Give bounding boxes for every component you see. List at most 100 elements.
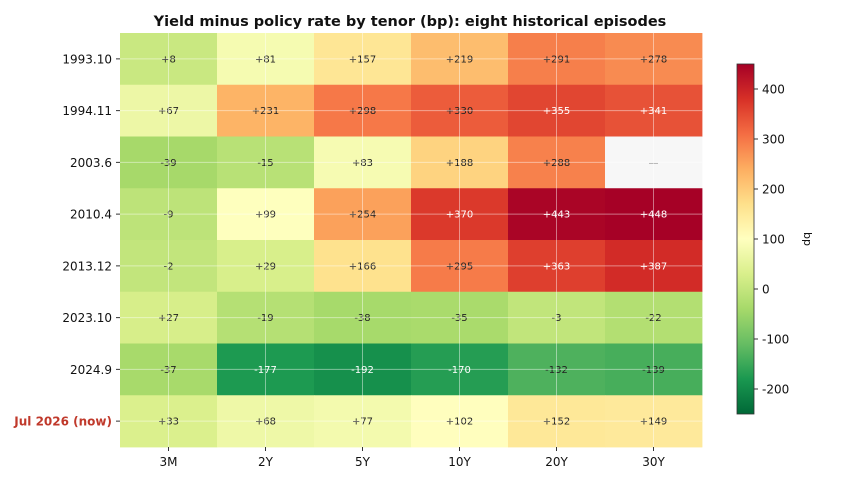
- colorbar-label: bp: [801, 232, 814, 246]
- cell-value-label: +29: [255, 261, 276, 272]
- colorbar-tick-label: 200: [762, 183, 785, 197]
- y-tick-label-highlight: Jul 2026 (now): [13, 415, 112, 429]
- cell-value-label: -132: [545, 365, 568, 376]
- heatmap-cell: [120, 395, 218, 448]
- chart-title: Yield minus policy rate by tenor (bp): e…: [153, 14, 667, 30]
- cell-value-label: +370: [446, 210, 473, 221]
- colorbar-tick-label: 400: [762, 83, 785, 97]
- cell-value-label: -170: [448, 365, 471, 376]
- heatmap-cell: [120, 188, 218, 241]
- cell-value-label: -19: [257, 313, 273, 324]
- x-tick-label: 3M: [160, 455, 178, 469]
- cell-value-label: +77: [352, 417, 373, 428]
- y-tick-label: 2023.10: [62, 311, 112, 325]
- y-tick-label: 2003.6: [70, 156, 112, 170]
- cell-value-label: +295: [446, 261, 473, 272]
- cell-value-label: -22: [645, 313, 661, 324]
- heatmap-cell: [605, 136, 703, 189]
- heatmap-cell: [217, 84, 315, 137]
- heatmap-cell: [120, 136, 218, 189]
- cell-value-label: +291: [543, 54, 570, 65]
- y-tick-label: 1994.11: [62, 104, 112, 118]
- cell-value-label: -38: [354, 313, 370, 324]
- cell-value-label: +8: [161, 54, 176, 65]
- heatmap-cell: [120, 33, 218, 86]
- cell-value-label: -39: [160, 158, 176, 169]
- cell-value-label: +68: [255, 417, 276, 428]
- heatmap-cell: [508, 84, 606, 137]
- cell-value-label: -192: [351, 365, 374, 376]
- heatmap-cell: [508, 33, 606, 86]
- cell-value-label: —: [649, 158, 659, 169]
- heatmap-cell: [411, 240, 509, 293]
- heatmap-cell: [605, 240, 703, 293]
- cell-value-label: +188: [446, 158, 473, 169]
- y-tick-label: 2013.12: [62, 259, 112, 273]
- heatmap-cell: [314, 188, 412, 241]
- x-tick-label: 30Y: [642, 455, 665, 469]
- y-tick-label: 1993.10: [62, 52, 112, 66]
- heatmap-cell: [217, 291, 315, 344]
- heatmap-cell: [411, 291, 509, 344]
- cell-value-label: -37: [160, 365, 176, 376]
- cell-value-label: +149: [640, 417, 667, 428]
- y-tick-label: 2024.9: [70, 363, 112, 377]
- colorbar-tick-label: -200: [762, 383, 789, 397]
- cell-value-label: +33: [158, 417, 179, 428]
- cell-value-label: -139: [642, 365, 665, 376]
- heatmap-cells: +8 +81 +157 +219 +291 +278 +67 +231 +298 +330 +355…: [120, 33, 703, 448]
- x-tick-label: 20Y: [545, 455, 568, 469]
- heatmap-cell: [120, 84, 218, 137]
- cell-value-label: +99: [255, 210, 276, 221]
- heatmap-cell: [314, 33, 412, 86]
- cell-value-label: +288: [543, 158, 570, 169]
- cell-value-label: +387: [640, 261, 667, 272]
- heatmap-cell: [217, 33, 315, 86]
- heatmap-cell: [411, 395, 509, 448]
- heatmap-cell: [508, 395, 606, 448]
- y-axis: 1993.10 1994.11 2003.6 2010.4 2013.12 2023.10…: [13, 52, 120, 429]
- cell-value-label: -3: [552, 313, 562, 324]
- cell-value-label: +166: [349, 261, 376, 272]
- heatmap-cell: [605, 395, 703, 448]
- heatmap-cell: [605, 33, 703, 86]
- heatmap-cell: [605, 84, 703, 137]
- heatmap-cell: [411, 136, 509, 189]
- cell-value-label: -9: [164, 210, 174, 221]
- colorbar-tick-label: 0: [762, 283, 770, 297]
- cell-value-label: +219: [446, 54, 473, 65]
- cell-value-label: +278: [640, 54, 667, 65]
- heatmap-cell: [314, 291, 412, 344]
- cell-value-label: -2: [164, 261, 174, 272]
- cell-value-label: +102: [446, 417, 473, 428]
- heatmap-cell: [508, 136, 606, 189]
- cell-value-label: +298: [349, 106, 376, 117]
- heatmap-cell: [217, 188, 315, 241]
- heatmap-cell: [605, 291, 703, 344]
- heatmap-cell: [314, 136, 412, 189]
- cell-value-label: +152: [543, 417, 570, 428]
- heatmap-cell: [120, 291, 218, 344]
- heatmap-cell: [217, 136, 315, 189]
- heatmap-cell: [508, 291, 606, 344]
- heatmap-cell: [217, 395, 315, 448]
- heatmap-cell: [217, 343, 315, 396]
- colorbar-gradient: [736, 63, 755, 415]
- cell-value-label: +67: [158, 106, 179, 117]
- heatmap-cell: [508, 343, 606, 396]
- cell-value-label: +157: [349, 54, 376, 65]
- colorbar-tick-label: 300: [762, 133, 785, 147]
- x-tick-label: 5Y: [355, 455, 371, 469]
- cell-value-label: +341: [640, 106, 667, 117]
- heatmap-cell: [120, 240, 218, 293]
- heatmap-cell: [314, 343, 412, 396]
- cell-value-label: +81: [255, 54, 276, 65]
- cell-value-label: +254: [349, 210, 376, 221]
- cell-value-label: +27: [158, 313, 179, 324]
- colorbar-tick-label: -100: [762, 333, 789, 347]
- grid-lines: [120, 33, 702, 447]
- y-tick-label: 2010.4: [70, 208, 112, 222]
- heatmap-cell: [314, 240, 412, 293]
